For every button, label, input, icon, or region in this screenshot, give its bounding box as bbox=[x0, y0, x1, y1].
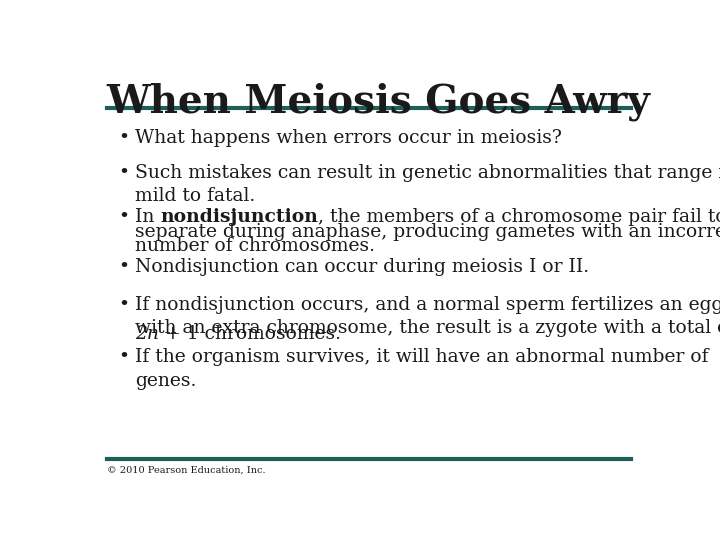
Text: •: • bbox=[118, 348, 129, 366]
Text: •: • bbox=[118, 208, 129, 226]
Text: •: • bbox=[118, 258, 129, 276]
Text: If the organism survives, it will have an abnormal number of
genes.: If the organism survives, it will have a… bbox=[135, 348, 708, 390]
Text: •: • bbox=[118, 164, 129, 182]
Text: , the members of a chromosome pair fail to: , the members of a chromosome pair fail … bbox=[318, 208, 720, 226]
Text: 2n: 2n bbox=[135, 325, 158, 343]
Text: nondisjunction: nondisjunction bbox=[160, 208, 318, 226]
Text: What happens when errors occur in meiosis?: What happens when errors occur in meiosi… bbox=[135, 129, 562, 147]
Text: separate during anaphase, producing gametes with an incorrect: separate during anaphase, producing game… bbox=[135, 223, 720, 241]
Text: If nondisjunction occurs, and a normal sperm fertilizes an egg
with an extra chr: If nondisjunction occurs, and a normal s… bbox=[135, 295, 720, 337]
Text: + 1 chromosomes.: + 1 chromosomes. bbox=[158, 325, 341, 343]
Text: Nondisjunction can occur during meiosis I or II.: Nondisjunction can occur during meiosis … bbox=[135, 258, 589, 276]
Text: •: • bbox=[118, 129, 129, 147]
Text: number of chromosomes.: number of chromosomes. bbox=[135, 238, 374, 255]
Text: In: In bbox=[135, 208, 160, 226]
Text: •: • bbox=[118, 295, 129, 314]
Text: Such mistakes can result in genetic abnormalities that range from
mild to fatal.: Such mistakes can result in genetic abno… bbox=[135, 164, 720, 205]
Text: When Meiosis Goes Awry: When Meiosis Goes Awry bbox=[107, 82, 651, 121]
Text: © 2010 Pearson Education, Inc.: © 2010 Pearson Education, Inc. bbox=[107, 465, 266, 475]
